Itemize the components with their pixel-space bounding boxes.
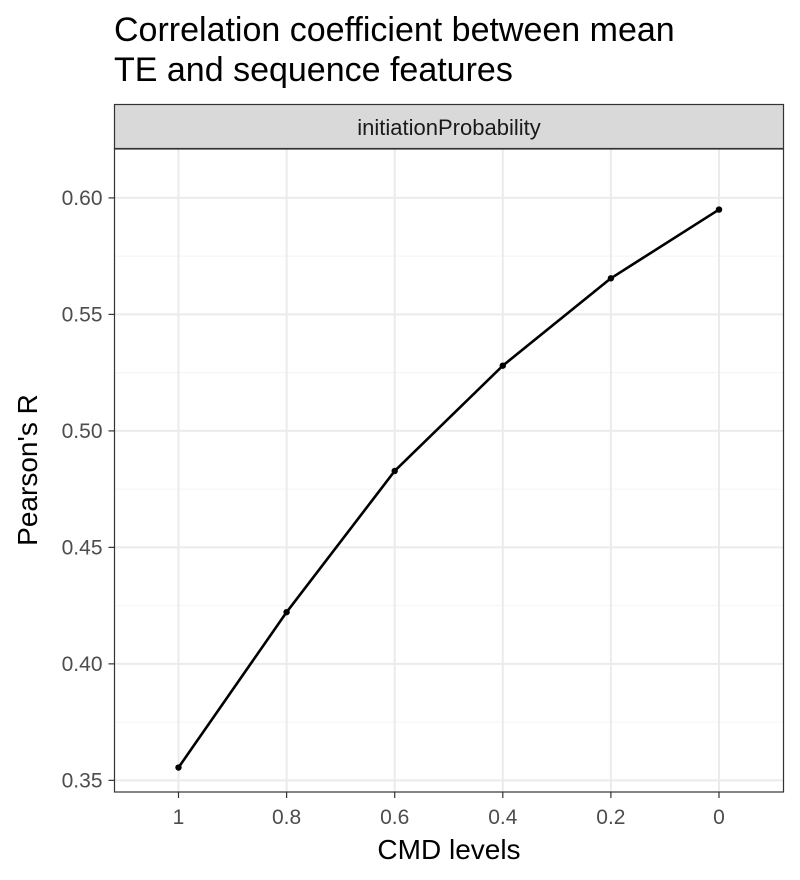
x-tick-label: 0: [713, 806, 725, 829]
y-tick-label: 0.40: [62, 653, 103, 676]
y-tick-label: 0.55: [62, 303, 103, 326]
data-point: [715, 206, 723, 213]
series-layer: [175, 206, 723, 771]
facet-strip-label: initiationProbability: [357, 115, 540, 140]
x-tick-label: 0.4: [488, 806, 518, 829]
x-tick-label: 0.6: [380, 806, 409, 829]
x-tick-label: 0.2: [596, 806, 625, 829]
x-tick-label: 1: [173, 806, 185, 829]
y-axis-ticks: 0.35 0.40 0.45 0.50 0.55 0.60: [62, 187, 115, 792]
series-line: [177, 208, 721, 769]
x-axis-ticks: 1 0.8 0.6 0.4 0.2 0: [173, 792, 725, 829]
chart-title-line-2: TE and sequence features: [114, 51, 513, 89]
y-axis-title: Pearson's R: [12, 394, 43, 546]
x-axis-title: CMD levels: [377, 834, 520, 865]
y-tick-label: 0.60: [62, 187, 103, 210]
facet-strip: [113, 103, 785, 150]
data-point: [391, 467, 398, 475]
x-tick-label: 0.8: [272, 806, 301, 829]
plot-panel-border: [113, 148, 785, 793]
data-point: [283, 608, 290, 616]
grid-lines: [114, 149, 784, 792]
y-tick-label: 0.50: [62, 420, 103, 443]
data-point: [607, 275, 615, 282]
y-tick-label: 0.35: [62, 769, 103, 792]
data-point: [499, 362, 506, 369]
chart-title-line-1: Correlation coefficient between mean: [114, 11, 675, 49]
data-point: [175, 764, 182, 771]
y-tick-label: 0.45: [62, 536, 103, 559]
